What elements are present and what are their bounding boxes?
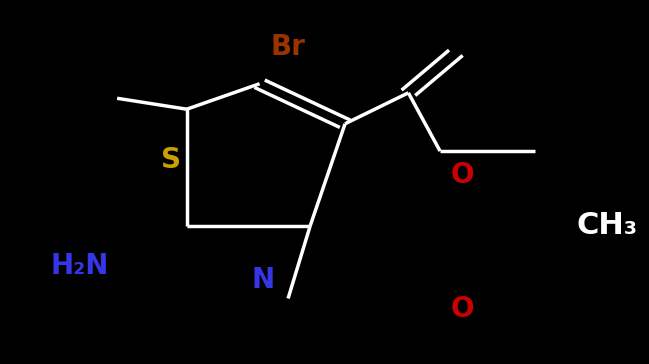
- Text: CH₃: CH₃: [576, 211, 637, 240]
- Text: O: O: [450, 161, 474, 189]
- Text: N: N: [251, 266, 275, 294]
- Text: O: O: [450, 296, 474, 323]
- Text: H₂N: H₂N: [51, 252, 109, 280]
- Text: S: S: [161, 146, 181, 174]
- Text: Br: Br: [271, 33, 306, 61]
